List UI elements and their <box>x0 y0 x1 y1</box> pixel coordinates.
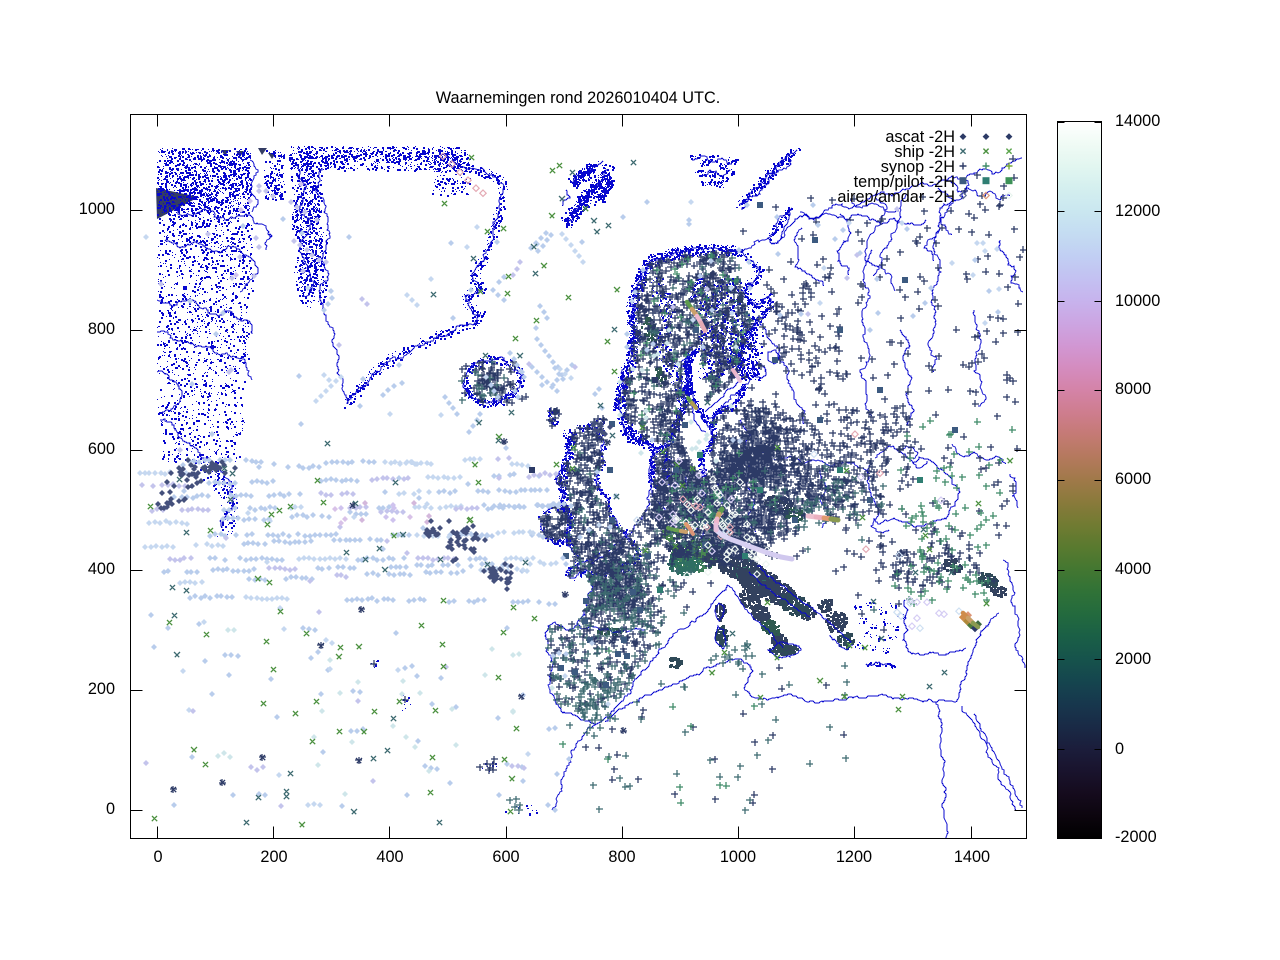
svg-text:14000: 14000 <box>1115 112 1160 130</box>
svg-text:10000: 10000 <box>1115 292 1160 310</box>
svg-text:ship -2H: ship -2H <box>894 143 955 161</box>
svg-text:800: 800 <box>88 320 115 338</box>
svg-text:200: 200 <box>260 848 287 866</box>
svg-text:airep/amdar -2H: airep/amdar -2H <box>837 188 955 206</box>
svg-text:0: 0 <box>106 800 115 818</box>
svg-text:2000: 2000 <box>1115 650 1151 668</box>
svg-text:400: 400 <box>376 848 403 866</box>
svg-text:1000: 1000 <box>720 848 756 866</box>
svg-text:800: 800 <box>608 848 635 866</box>
svg-text:synop -2H: synop -2H <box>881 158 955 176</box>
svg-text:200: 200 <box>88 680 115 698</box>
svg-text:4000: 4000 <box>1115 560 1151 578</box>
svg-text:600: 600 <box>492 848 519 866</box>
svg-text:12000: 12000 <box>1115 202 1160 220</box>
svg-text:400: 400 <box>88 560 115 578</box>
svg-text:6000: 6000 <box>1115 470 1151 488</box>
svg-text:600: 600 <box>88 440 115 458</box>
svg-text:Waarnemingen rond 2026010404 U: Waarnemingen rond 2026010404 UTC. <box>436 89 721 107</box>
svg-text:1400: 1400 <box>954 848 990 866</box>
svg-text:-2000: -2000 <box>1115 828 1157 846</box>
svg-text:ascat -2H: ascat -2H <box>885 128 955 146</box>
svg-text:1200: 1200 <box>836 848 872 866</box>
svg-text:0: 0 <box>153 848 162 866</box>
svg-text:8000: 8000 <box>1115 380 1151 398</box>
svg-text:1000: 1000 <box>79 200 115 218</box>
svg-text:temp/pilot -2H: temp/pilot -2H <box>854 173 955 191</box>
svg-text:0: 0 <box>1115 740 1124 758</box>
